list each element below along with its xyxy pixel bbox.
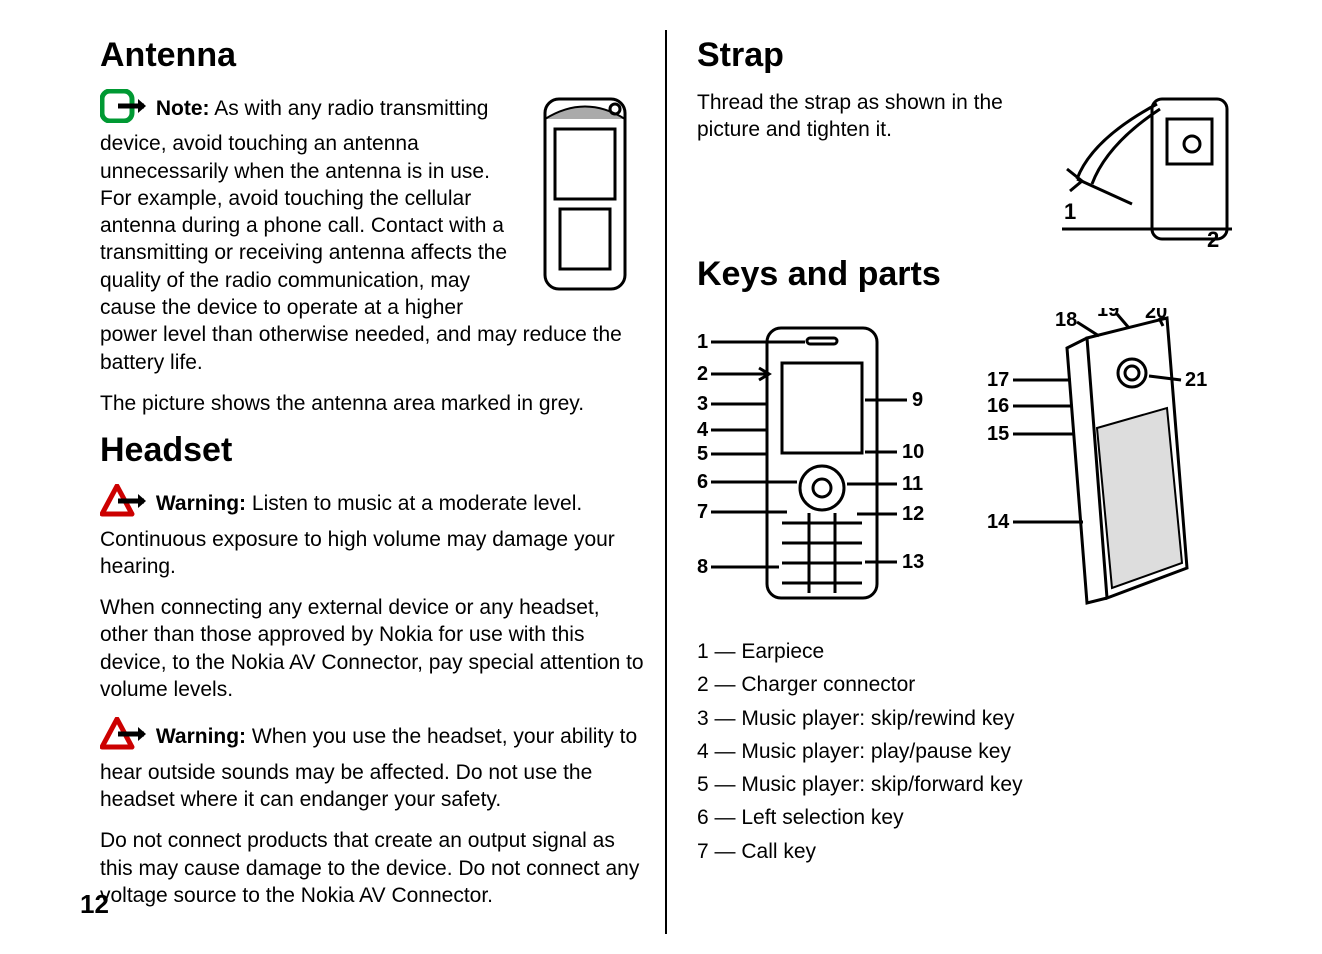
note-icon — [100, 89, 146, 130]
headset-warning-1: Warning: Listen to music at a moderate l… — [100, 484, 645, 580]
svg-text:2: 2 — [697, 363, 708, 385]
list-item: 5 — Music player: skip/forward key — [697, 771, 1242, 798]
headset-warning-2: Warning: When you use the headset, your … — [100, 717, 645, 813]
svg-text:6: 6 — [697, 471, 708, 493]
svg-text:1: 1 — [697, 331, 708, 353]
note-label: Note: — [156, 97, 210, 120]
strap-heading: Strap — [697, 36, 1242, 75]
antenna-phone-illustration — [525, 89, 645, 299]
svg-text:11: 11 — [902, 473, 923, 495]
svg-text:5: 5 — [697, 443, 708, 465]
list-item: 4 — Music player: play/pause key — [697, 738, 1242, 765]
keys-front-illustration: 1 2 3 4 5 6 7 8 9 10 11 12 13 — [697, 308, 947, 608]
warning-icon — [100, 717, 146, 758]
list-item: 3 — Music player: skip/rewind key — [697, 705, 1242, 732]
svg-text:14: 14 — [987, 511, 1010, 533]
svg-text:17: 17 — [987, 369, 1009, 391]
right-column: Strap Thread the strap as shown in the p… — [667, 30, 1262, 934]
list-item: 6 — Left selection key — [697, 804, 1242, 831]
headset-para-1: When connecting any external device or a… — [100, 594, 645, 703]
parts-list: 1 — Earpiece 2 — Charger connector 3 — M… — [697, 638, 1242, 865]
headset-para-2: Do not connect products that create an o… — [100, 827, 645, 909]
svg-text:16: 16 — [987, 395, 1009, 417]
svg-text:20: 20 — [1145, 308, 1167, 323]
strap-body: Thread the strap as shown in the picture… — [697, 89, 1042, 144]
antenna-caption: The picture shows the antenna area marke… — [100, 390, 645, 417]
strap-illustration: 1 2 — [1052, 89, 1242, 249]
svg-text:12: 12 — [902, 503, 924, 525]
list-item: 7 — Call key — [697, 838, 1242, 865]
svg-text:19: 19 — [1097, 308, 1119, 321]
svg-text:9: 9 — [912, 389, 923, 411]
svg-text:13: 13 — [902, 551, 924, 573]
warning-2-label: Warning: — [156, 726, 246, 749]
warning-icon — [100, 484, 146, 525]
svg-text:8: 8 — [697, 556, 708, 578]
page-number: 12 — [80, 889, 109, 920]
svg-text:7: 7 — [697, 501, 708, 523]
svg-text:2: 2 — [1207, 227, 1219, 249]
keys-side-illustration: 18 19 20 21 17 16 15 14 — [967, 308, 1207, 618]
svg-text:15: 15 — [987, 423, 1009, 445]
svg-text:18: 18 — [1055, 309, 1077, 331]
list-item: 2 — Charger connector — [697, 671, 1242, 698]
headset-heading: Headset — [100, 431, 645, 470]
left-column: Antenna Note: As with any radio transmit… — [60, 30, 667, 934]
svg-text:1: 1 — [1064, 199, 1076, 224]
svg-text:10: 10 — [902, 441, 924, 463]
warning-1-label: Warning: — [156, 492, 246, 515]
list-item: 1 — Earpiece — [697, 638, 1242, 665]
svg-text:21: 21 — [1185, 369, 1207, 391]
svg-text:4: 4 — [697, 419, 709, 441]
antenna-heading: Antenna — [100, 36, 645, 75]
svg-text:3: 3 — [697, 393, 708, 415]
keys-heading: Keys and parts — [697, 255, 1242, 294]
